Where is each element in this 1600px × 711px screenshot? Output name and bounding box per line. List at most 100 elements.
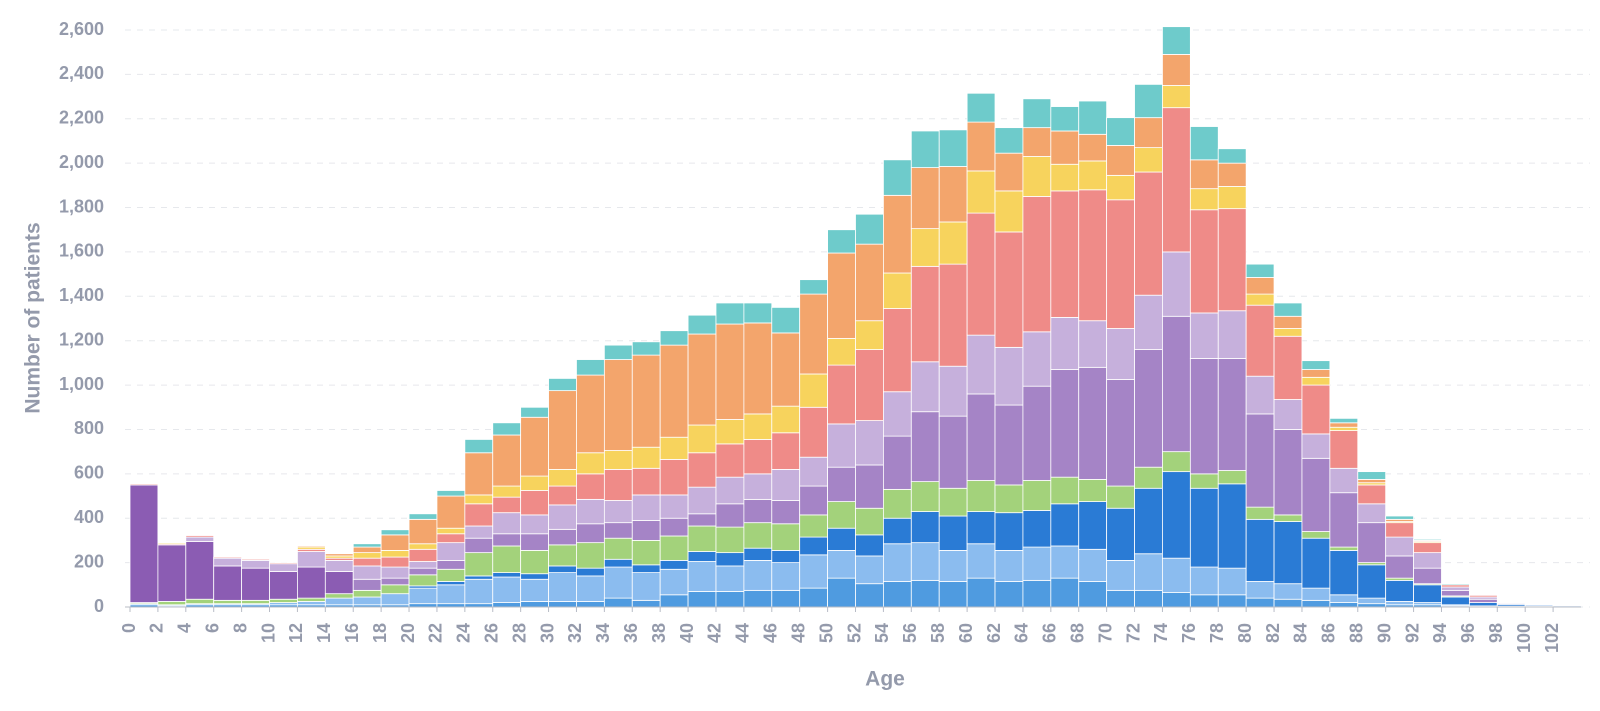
bar-segment xyxy=(436,533,466,544)
bar-segment xyxy=(715,302,745,325)
x-tick-label: 82 xyxy=(1263,623,1283,643)
bar-segment xyxy=(1245,293,1275,306)
x-tick-label: 80 xyxy=(1235,623,1255,643)
bar-segment xyxy=(520,490,549,516)
bar-segment xyxy=(715,419,745,445)
bar-segment xyxy=(1078,581,1108,608)
bar-segment xyxy=(827,229,856,254)
bar-segment xyxy=(855,420,884,466)
bar-segment xyxy=(1441,586,1470,591)
bar-segment xyxy=(1217,186,1247,210)
bar-segment xyxy=(910,265,940,363)
bar-segment xyxy=(1022,510,1052,548)
bar-segment xyxy=(576,374,605,454)
x-tick-label: 0 xyxy=(119,623,139,633)
bar-segment xyxy=(799,485,828,516)
bar-segment xyxy=(631,354,661,448)
bar-segment xyxy=(269,563,298,572)
bar-segment xyxy=(1022,480,1052,511)
bar-segment xyxy=(408,543,438,550)
bar-segment xyxy=(603,450,633,470)
y-tick-label: 600 xyxy=(74,463,104,483)
bar-segment xyxy=(213,565,243,601)
bar-segment xyxy=(715,503,745,528)
bar-segment xyxy=(1162,592,1191,608)
bar-segment xyxy=(576,575,605,602)
x-tick-label: 78 xyxy=(1207,623,1227,643)
bar-segment xyxy=(1134,349,1163,468)
bar-segment xyxy=(408,548,438,562)
x-tick-label: 12 xyxy=(286,623,306,643)
y-tick-label: 200 xyxy=(74,551,104,571)
bar-segment xyxy=(799,406,828,458)
bar-segment xyxy=(687,561,717,592)
bar-segment xyxy=(631,599,661,608)
bar-segment xyxy=(994,346,1024,406)
bar-segment xyxy=(1106,589,1135,608)
bar-segment xyxy=(1078,366,1108,480)
x-tick-label: 8 xyxy=(230,623,250,633)
bar-segment xyxy=(1329,426,1359,431)
x-tick-label: 74 xyxy=(1151,623,1171,643)
x-tick-label: 42 xyxy=(705,623,725,643)
bar-segment xyxy=(492,576,522,603)
bar-segment xyxy=(631,564,661,574)
x-tick-label: 32 xyxy=(565,623,585,643)
bar-segment xyxy=(687,486,717,515)
bar-segment xyxy=(1217,594,1247,608)
bar-segment xyxy=(436,559,466,570)
x-tick-label: 90 xyxy=(1374,623,1394,643)
x-tick-label: 62 xyxy=(984,623,1004,643)
bar-segment xyxy=(799,456,828,487)
bar-segment xyxy=(1189,209,1219,314)
bar-segment xyxy=(603,566,633,599)
bar-segment xyxy=(771,432,801,470)
x-tick-label: 52 xyxy=(844,623,864,643)
bar-segment xyxy=(1189,473,1219,489)
x-tick-label: 28 xyxy=(509,623,529,643)
x-tick-label: 10 xyxy=(258,623,278,643)
bar-segment xyxy=(631,467,661,496)
x-tick-label: 34 xyxy=(593,623,613,643)
bar-segment xyxy=(548,565,577,574)
bar-segment xyxy=(1301,376,1331,386)
bar-segment xyxy=(1078,501,1108,550)
bar-segment xyxy=(1106,559,1135,591)
bar-segment xyxy=(1468,602,1498,607)
bar-segment xyxy=(436,490,466,497)
bar-segment xyxy=(855,213,884,245)
bar-segment xyxy=(687,591,717,608)
bar-segment xyxy=(324,597,354,606)
bar-segment xyxy=(1301,433,1331,459)
bar-segment xyxy=(297,601,326,606)
bar-segment xyxy=(743,302,773,324)
x-tick-label: 60 xyxy=(956,623,976,643)
bar-segment xyxy=(603,500,633,524)
bar-segment xyxy=(492,572,522,578)
bar-segment xyxy=(1329,492,1359,548)
y-tick-label: 2,000 xyxy=(59,152,104,172)
bar-segment xyxy=(1245,518,1275,582)
bar-segment xyxy=(1022,127,1052,157)
bar-segment xyxy=(548,528,577,546)
bar-segment xyxy=(1273,302,1303,317)
bar-segment xyxy=(883,488,912,519)
bar-segment xyxy=(1134,171,1163,296)
bar-segment xyxy=(1301,599,1331,608)
bar-segment xyxy=(1357,503,1387,524)
bar-segment xyxy=(938,365,968,417)
bar-segment xyxy=(1301,587,1331,601)
bar-segment xyxy=(883,391,912,437)
bar-segment xyxy=(436,542,466,561)
bar-segment xyxy=(1134,147,1163,173)
bar-segment xyxy=(492,512,522,535)
bar-segment xyxy=(185,535,215,538)
bar-segment xyxy=(1050,190,1080,318)
bar-segment xyxy=(631,446,661,469)
y-tick-label: 1,600 xyxy=(59,241,104,261)
bar-segment xyxy=(1050,369,1080,478)
bar-segment xyxy=(799,293,828,375)
bar-segment xyxy=(408,587,438,605)
bar-segment xyxy=(1022,196,1052,333)
